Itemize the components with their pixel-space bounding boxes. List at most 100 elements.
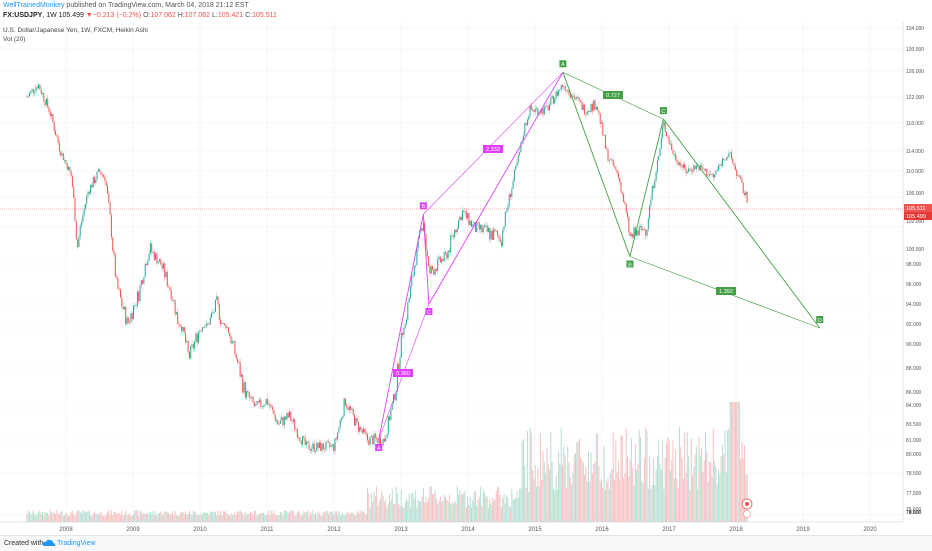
high-label: H: <box>177 12 185 19</box>
price-tick-label: 90.000 <box>906 342 922 348</box>
price-tick-label: 70.000 <box>906 510 922 516</box>
pattern-point-label: A <box>377 446 381 452</box>
candle-series <box>26 82 748 455</box>
price-tick-label: 78.500 <box>906 471 922 477</box>
symbol-name: FX:USDJPY <box>3 12 43 19</box>
published-text: published on TradingView.com, March 04, … <box>66 2 249 9</box>
grid-lines <box>0 22 903 522</box>
price-tick-label: 75.600 <box>906 507 922 513</box>
ratio-badge <box>483 145 503 153</box>
pattern-point-badge <box>559 60 567 68</box>
low-label: L: <box>211 12 218 19</box>
created-with-text: Created with <box>4 540 44 547</box>
time-tick-label: 2010 <box>193 527 207 533</box>
time-tick-label: 2014 <box>461 527 475 533</box>
pattern-point-label: B <box>628 262 632 268</box>
current-price-value: 105.499 <box>906 214 926 220</box>
current-price-badge <box>904 212 932 220</box>
footer-bar: Created with TradingView <box>0 535 932 551</box>
pattern-point-label: D <box>818 318 822 324</box>
publish-line: WellTrainedMonkey published on TradingVi… <box>3 2 249 9</box>
pattern-point-badge <box>419 202 427 210</box>
price-axis-labels: 134.000 130.000 126.000 122.000 118.000 114.0… <box>906 26 924 516</box>
time-tick-label: 2015 <box>528 527 542 533</box>
symbol-line: FX:USDJPY, 1W 105.499 ▼−0.213 (−0.2%) O:… <box>3 12 277 19</box>
price-tick-label: 74.200 <box>906 510 922 516</box>
price-tick-label: 102.000 <box>906 219 924 225</box>
price-tick-label: 110.000 <box>906 169 924 175</box>
time-tick-label: 2013 <box>394 527 408 533</box>
down-arrow-icon: ▼ <box>85 12 93 19</box>
pattern-point-badge <box>375 444 383 451</box>
ratio-label: 2.332 <box>486 147 500 153</box>
open-label: O: <box>143 12 151 19</box>
time-tick-label: 2008 <box>59 527 73 533</box>
chart-header: WellTrainedMonkey published on TradingVi… <box>0 0 932 22</box>
price-tick-label: 72.000 <box>906 510 922 516</box>
ratio-badge <box>603 91 623 99</box>
series-legend-title: U.S. Dollar/Japanese Yen, 1W, FXCM, Heik… <box>3 27 148 34</box>
price-tick-label: 80.000 <box>906 452 922 458</box>
price-tick-label: 96.000 <box>906 282 922 288</box>
pattern-point-badge <box>659 107 667 115</box>
time-tick-label: 2011 <box>261 527 275 533</box>
time-tick-label: 2009 <box>126 527 140 533</box>
pattern-point-label: C <box>661 109 665 115</box>
ratio-badge <box>393 369 413 377</box>
price-tick-label: 98.000 <box>906 262 922 268</box>
price-tick-label: 126.000 <box>906 69 924 75</box>
price-chart[interactable]: A B C A B C D 2.332 0.360 0.727 1.392 134.000 130.0… <box>0 22 932 535</box>
ratio-label: 0.727 <box>606 93 620 99</box>
price-change: −0.213 (−0.2%) <box>92 12 142 19</box>
time-tick-label: 2016 <box>595 527 609 533</box>
time-tick-label: 2020 <box>863 527 877 533</box>
ratio-badge <box>716 287 736 295</box>
interval-label: 1W <box>46 12 57 19</box>
author-link[interactable]: WellTrainedMonkey <box>3 2 65 9</box>
price-tick-label: 134.000 <box>906 26 924 32</box>
current-price-badge <box>904 204 932 212</box>
last-price: 105.499 <box>58 12 84 19</box>
close-label: C: <box>245 12 253 19</box>
pattern-point-label: B <box>421 204 425 210</box>
time-tick-label: 2017 <box>662 527 676 533</box>
tradingview-brand-link[interactable]: TradingView <box>57 540 96 547</box>
current-price-value: 105.511 <box>906 206 925 212</box>
price-tick-label: 106.000 <box>906 191 924 197</box>
price-tick-label: 71.500 <box>906 510 922 516</box>
current-price-labels: 105.511 105.499 <box>904 204 932 220</box>
low-value: 105.421 <box>217 12 244 19</box>
price-axis[interactable] <box>903 22 932 522</box>
price-tick-label: 118.000 <box>906 121 924 127</box>
pattern-point-badge <box>425 308 433 315</box>
price-tick-label: 114.000 <box>906 149 924 155</box>
plot-area <box>0 22 903 522</box>
harmonic-pattern: A B C A B C D 2.332 0.360 0.727 1.392 <box>375 60 824 452</box>
price-tick-label: 100.000 <box>906 247 924 253</box>
pattern-point-badge <box>626 260 634 268</box>
ratio-label: 1.392 <box>719 289 733 295</box>
open-value: 107.062 <box>150 12 176 19</box>
time-axis-labels[interactable]: 2008 2009 2010 2011 2012 2013 2014 2015 2016 2017… <box>59 527 877 533</box>
price-tick-label: 94.000 <box>906 302 922 308</box>
flag-marker-icon[interactable] <box>743 510 751 518</box>
tradingview-cloud-icon <box>42 539 56 546</box>
price-tick-label: 92.000 <box>906 322 922 328</box>
price-tick-label: 84.000 <box>906 403 922 409</box>
price-tick-label: 122.000 <box>906 95 924 101</box>
event-marker-icon[interactable] <box>741 498 753 510</box>
close-value: 105.511 <box>252 12 277 19</box>
price-tick-label: 86.000 <box>906 390 922 396</box>
volume-bars <box>26 402 748 522</box>
time-tick-label: 2019 <box>796 527 810 533</box>
ratio-label: 0.360 <box>396 371 410 377</box>
volume-legend: Vol (20) <box>3 36 25 43</box>
high-value: 107.062 <box>184 12 211 19</box>
price-tick-label: 77.500 <box>906 491 922 497</box>
price-tick-label: 81.000 <box>906 438 922 444</box>
time-tick-label: 2012 <box>327 527 341 533</box>
price-tick-label: 88.000 <box>906 366 922 372</box>
pattern-point-label: C <box>427 310 431 316</box>
price-tick-label: 83.500 <box>906 422 922 428</box>
pattern-point-badge <box>816 316 824 323</box>
